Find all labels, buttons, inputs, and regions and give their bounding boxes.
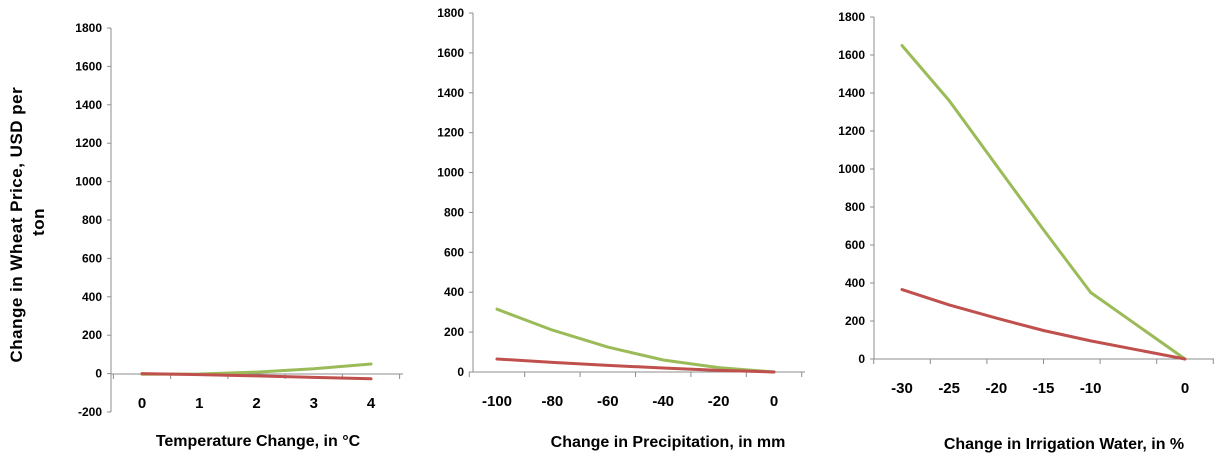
y-tick-label: 800 xyxy=(82,213,102,227)
y-tick-label: 1200 xyxy=(838,124,865,138)
y-axis-label-line-2: ton xyxy=(29,208,48,236)
y-tick-label: -200 xyxy=(78,405,102,419)
x-tick-label: -20 xyxy=(708,393,730,410)
y-tick-label: 1400 xyxy=(838,86,865,100)
series-line-2 xyxy=(900,288,1187,361)
x-tick-label: -100 xyxy=(482,393,512,410)
x-tick-label: 1 xyxy=(195,395,203,412)
y-tick-label: 1200 xyxy=(437,126,464,140)
x-tick-label: 0 xyxy=(770,393,778,410)
y-tick-label: 1400 xyxy=(75,98,102,112)
y-tick-label: 200 xyxy=(82,328,102,342)
x-tick-label: 0 xyxy=(138,395,146,412)
x-axis-label: Temperature Change, in °C xyxy=(156,433,361,450)
y-tick-label: 600 xyxy=(82,251,102,265)
x-tick-label: 3 xyxy=(310,395,318,412)
y-tick-label: 1200 xyxy=(75,136,102,150)
chart-panel-1: -200 0 200 400 600 800 1000 1200 1400 1600 1800 0 1 2… xyxy=(75,21,403,450)
y-tick-label: 600 xyxy=(444,245,464,259)
y-tick-label: 800 xyxy=(444,205,464,219)
y-tick-label: 400 xyxy=(444,285,464,299)
y-tick-label: 1400 xyxy=(437,86,464,100)
series-line-2 xyxy=(140,372,373,381)
x-tick-label: 2 xyxy=(252,395,260,412)
y-tick-label: 0 xyxy=(457,365,464,379)
x-tick-label: -15 xyxy=(1033,380,1055,397)
x-tick-label: -80 xyxy=(542,393,564,410)
y-tick-label: 1800 xyxy=(75,21,102,35)
y-tick-label: 1600 xyxy=(75,59,102,73)
y-tick-label: 1000 xyxy=(838,162,865,176)
y-tick-label: 0 xyxy=(95,367,102,381)
y-tick-label: 400 xyxy=(845,276,865,290)
chart-panel-2: 0 200 400 600 800 1000 1200 1400 1600 1800 -100 -80… xyxy=(437,6,805,451)
y-axis-label-line-1: Change in Wheat Price, USD per xyxy=(7,87,26,363)
series-line-1 xyxy=(495,307,776,374)
y-tick-label: 200 xyxy=(845,314,865,328)
x-axis-label: Change in Precipitation, in mm xyxy=(551,434,786,451)
y-tick-label: 200 xyxy=(444,325,464,339)
series-line-1 xyxy=(140,362,373,376)
y-tick-label: 0 xyxy=(858,352,865,366)
y-axis-label: Change in Wheat Price, USD per ton xyxy=(7,82,48,363)
x-tick-label: -40 xyxy=(652,393,674,410)
x-tick-label: -20 xyxy=(985,380,1007,397)
x-tick-label: -30 xyxy=(891,380,913,397)
y-tick-label: 1000 xyxy=(437,166,464,180)
x-tick-label: 4 xyxy=(367,395,376,412)
y-tick-label: 800 xyxy=(845,200,865,214)
y-tick-label: 1800 xyxy=(437,6,464,20)
x-axis-label: Change in Irrigation Water, in % xyxy=(944,436,1184,453)
y-tick-label: 1600 xyxy=(437,46,464,60)
x-tick-label: -60 xyxy=(597,393,619,410)
series-line-2 xyxy=(495,357,776,374)
series-line-1 xyxy=(900,44,1187,361)
y-tick-label: 1800 xyxy=(838,10,865,24)
x-tick-label: 0 xyxy=(1181,380,1189,397)
chart-panel-3: 0 200 400 600 800 1000 1200 1400 1600 1800 -30 -25 -… xyxy=(838,10,1214,453)
x-tick-label: -10 xyxy=(1080,380,1102,397)
y-tick-label: 1000 xyxy=(75,175,102,189)
x-tick-label: -25 xyxy=(938,380,960,397)
y-tick-label: 600 xyxy=(845,238,865,252)
y-tick-label: 400 xyxy=(82,290,102,304)
y-tick-label: 1600 xyxy=(838,48,865,62)
